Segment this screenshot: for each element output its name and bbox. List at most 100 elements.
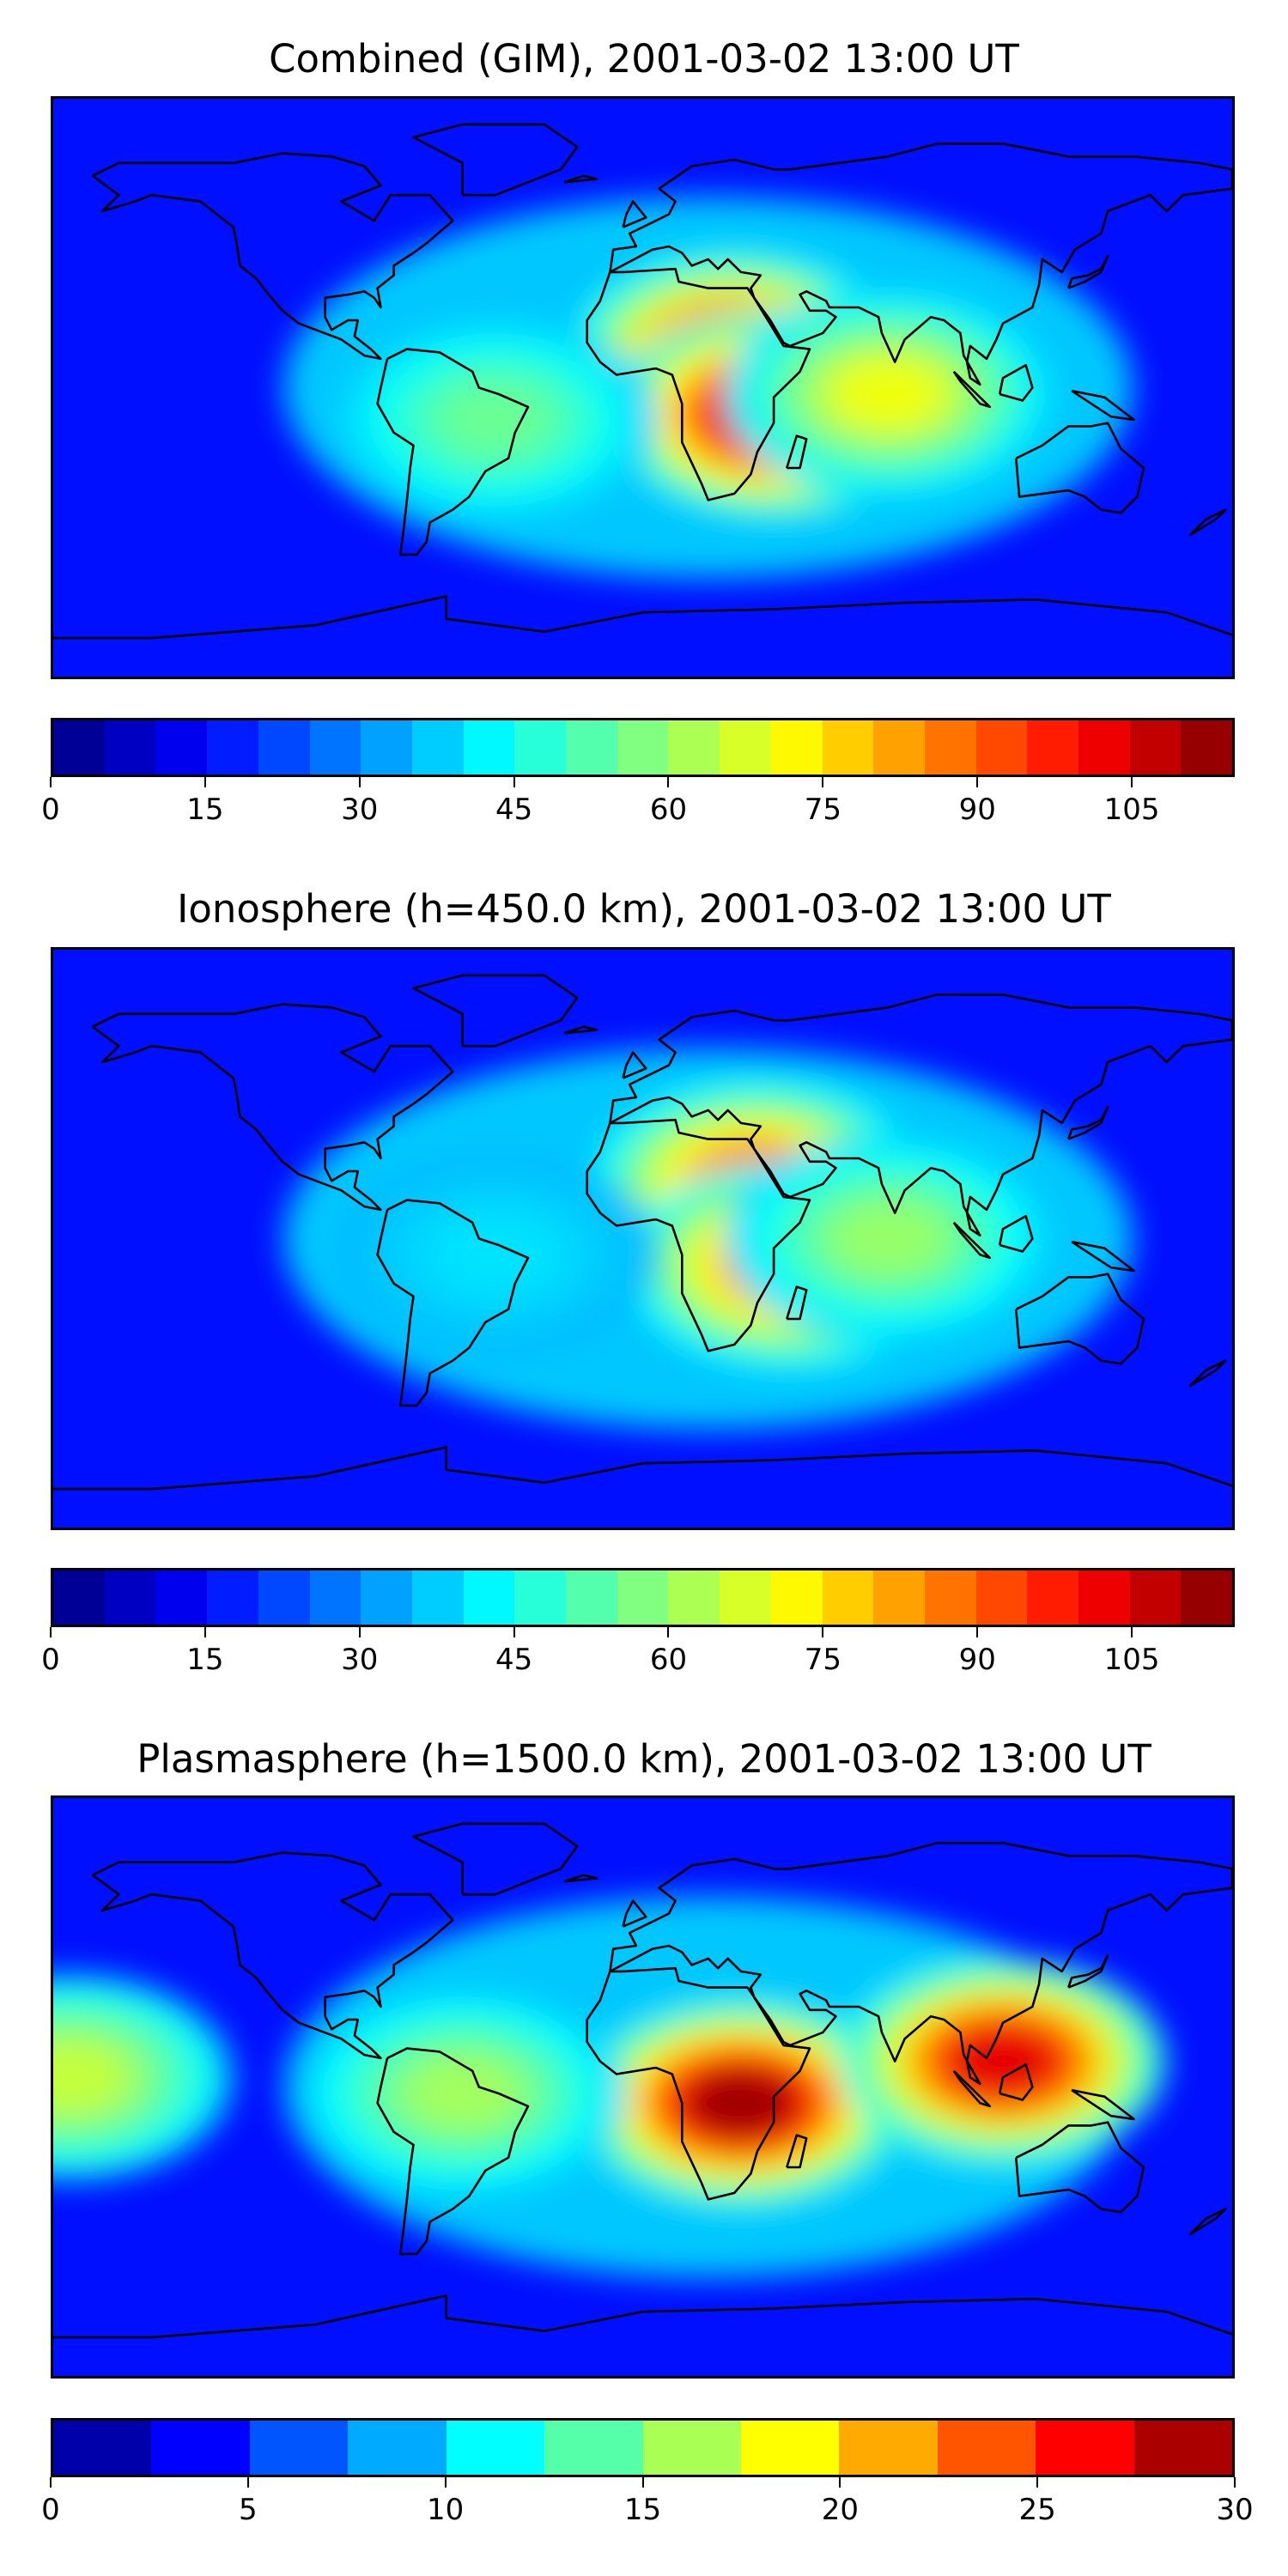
colorbar-ticks-plasmasphere: 0 5 10 15 20 25 30 xyxy=(41,2477,1254,2529)
colorbar-tick xyxy=(641,2477,644,2488)
colorbar-cell xyxy=(1181,1571,1232,1625)
colorbar-tick xyxy=(444,2477,447,2488)
colorbar-cell xyxy=(544,2421,643,2475)
colorbar-cell xyxy=(740,2421,840,2475)
colorbar-tick xyxy=(976,1627,979,1637)
colorbar-cell xyxy=(207,1571,258,1625)
colorbar-cell xyxy=(361,1571,412,1625)
coastline xyxy=(786,1285,808,1321)
colorbar-tick-label: 75 xyxy=(804,793,841,827)
colorbar-tick-label: 15 xyxy=(186,1643,224,1677)
colorbar-cell xyxy=(566,720,617,775)
coastline xyxy=(1015,2121,1145,2214)
coastline xyxy=(92,1003,454,1212)
colorbar-tick xyxy=(1131,777,1133,787)
colorbar-cell xyxy=(411,1571,464,1625)
colorbar-tick xyxy=(976,777,979,787)
colorbar-ionosphere xyxy=(51,1568,1235,1627)
colorbar-tick-label: 5 xyxy=(239,2493,258,2527)
colorbar-cell xyxy=(155,1571,208,1625)
coastline xyxy=(92,152,454,361)
coastline xyxy=(622,1899,647,1928)
tec-peak-contour xyxy=(439,385,551,455)
colorbar-tick xyxy=(513,777,515,787)
map-ionosphere xyxy=(51,947,1235,1530)
coastline xyxy=(786,434,808,470)
colorbar-cell xyxy=(411,720,464,775)
colorbar-tick-label: 15 xyxy=(623,2493,662,2527)
coastline xyxy=(53,1446,1232,1491)
colorbar-cell xyxy=(249,2421,349,2475)
coastline xyxy=(952,2069,992,2108)
colorbar-cell xyxy=(566,1571,617,1625)
coastline xyxy=(1188,1359,1227,1388)
colorbar-cell xyxy=(155,720,208,775)
colorbar-tick-label: 75 xyxy=(804,1643,841,1677)
colorbar-ticks-ionosphere: 0 15 30 45 60 75 90 105 xyxy=(41,1627,1235,1679)
colorbar-tick-label: 0 xyxy=(41,793,60,827)
panel-title: Ionosphere (h=450.0 km), 2001-03-02 13:0… xyxy=(177,886,1111,932)
coastline xyxy=(92,1851,454,2060)
colorbar-cell xyxy=(924,720,976,775)
colorbar-cell xyxy=(348,2421,447,2475)
tec-peak-contour xyxy=(684,2068,797,2139)
colorbar-tick-label: 15 xyxy=(186,793,224,827)
colorbar-tick-label: 20 xyxy=(821,2493,859,2527)
colorbar-tick-label: 90 xyxy=(958,1643,996,1677)
colorbar-cell xyxy=(514,1571,567,1625)
colorbar-cell xyxy=(1036,2421,1134,2475)
colorbar-cell xyxy=(873,720,925,775)
colorbar-cell xyxy=(463,1571,515,1625)
colorbar-cell xyxy=(258,720,310,775)
colorbar-tick-label: 30 xyxy=(341,1643,379,1677)
panel-title: Plasmasphere (h=1500.0 km), 2001-03-02 1… xyxy=(137,1736,1151,1782)
map-combined xyxy=(51,96,1235,679)
colorbar-cell xyxy=(937,2421,1036,2475)
colorbar-cell xyxy=(975,720,1028,775)
colorbar-cell xyxy=(309,1571,361,1625)
colorbar-cell xyxy=(617,720,669,775)
coastline xyxy=(412,974,579,1048)
coastline xyxy=(1188,508,1227,537)
colorbar-tick-label: 105 xyxy=(1103,793,1160,827)
colorbar-cell xyxy=(668,1571,720,1625)
colorbar-tick xyxy=(50,777,52,787)
colorbar-cell xyxy=(361,720,412,775)
colorbar-cell xyxy=(720,720,771,775)
coastline xyxy=(998,1215,1034,1253)
colorbar-cell xyxy=(720,1571,771,1625)
colorbar-cell xyxy=(1133,2421,1232,2475)
coastline xyxy=(998,2063,1034,2101)
colorbar-tick-label: 45 xyxy=(495,793,533,827)
colorbar-tick xyxy=(1036,2477,1039,2488)
colorbar-cell xyxy=(258,1571,310,1625)
colorbar-cell xyxy=(53,1571,105,1625)
colorbar-tick xyxy=(513,1627,515,1637)
colorbar-tick-label: 90 xyxy=(958,793,996,827)
map-svg xyxy=(53,950,1232,1528)
coastline xyxy=(622,200,647,228)
colorbar-cell xyxy=(207,720,258,775)
coastline xyxy=(609,993,1232,1237)
colorbar-tick xyxy=(822,777,824,787)
colorbar-cell xyxy=(53,2421,152,2475)
coastline xyxy=(376,348,530,556)
panel-title: Combined (GIM), 2001-03-02 13:00 UT xyxy=(269,36,1019,82)
colorbar-cell xyxy=(642,2421,741,2475)
colorbar-tick-label: 60 xyxy=(649,1643,688,1677)
coastline xyxy=(586,267,811,501)
coastline xyxy=(1015,1273,1145,1365)
coastline xyxy=(376,1199,530,1407)
colorbar-cell xyxy=(617,1571,669,1625)
colorbar-tick-label: 0 xyxy=(41,1643,60,1677)
coastline xyxy=(412,1822,579,1896)
colorbar-cell xyxy=(1129,1571,1182,1625)
tec-peak-contour xyxy=(439,1219,551,1291)
coastline xyxy=(952,1221,992,1260)
colorbar-tick-label: 0 xyxy=(41,2493,60,2527)
colorbar-cell xyxy=(463,720,515,775)
map-svg xyxy=(53,1798,1232,2376)
colorbar-cell xyxy=(924,1571,976,1625)
coastline xyxy=(1067,1105,1109,1140)
colorbar-tick-label: 10 xyxy=(427,2493,465,2527)
